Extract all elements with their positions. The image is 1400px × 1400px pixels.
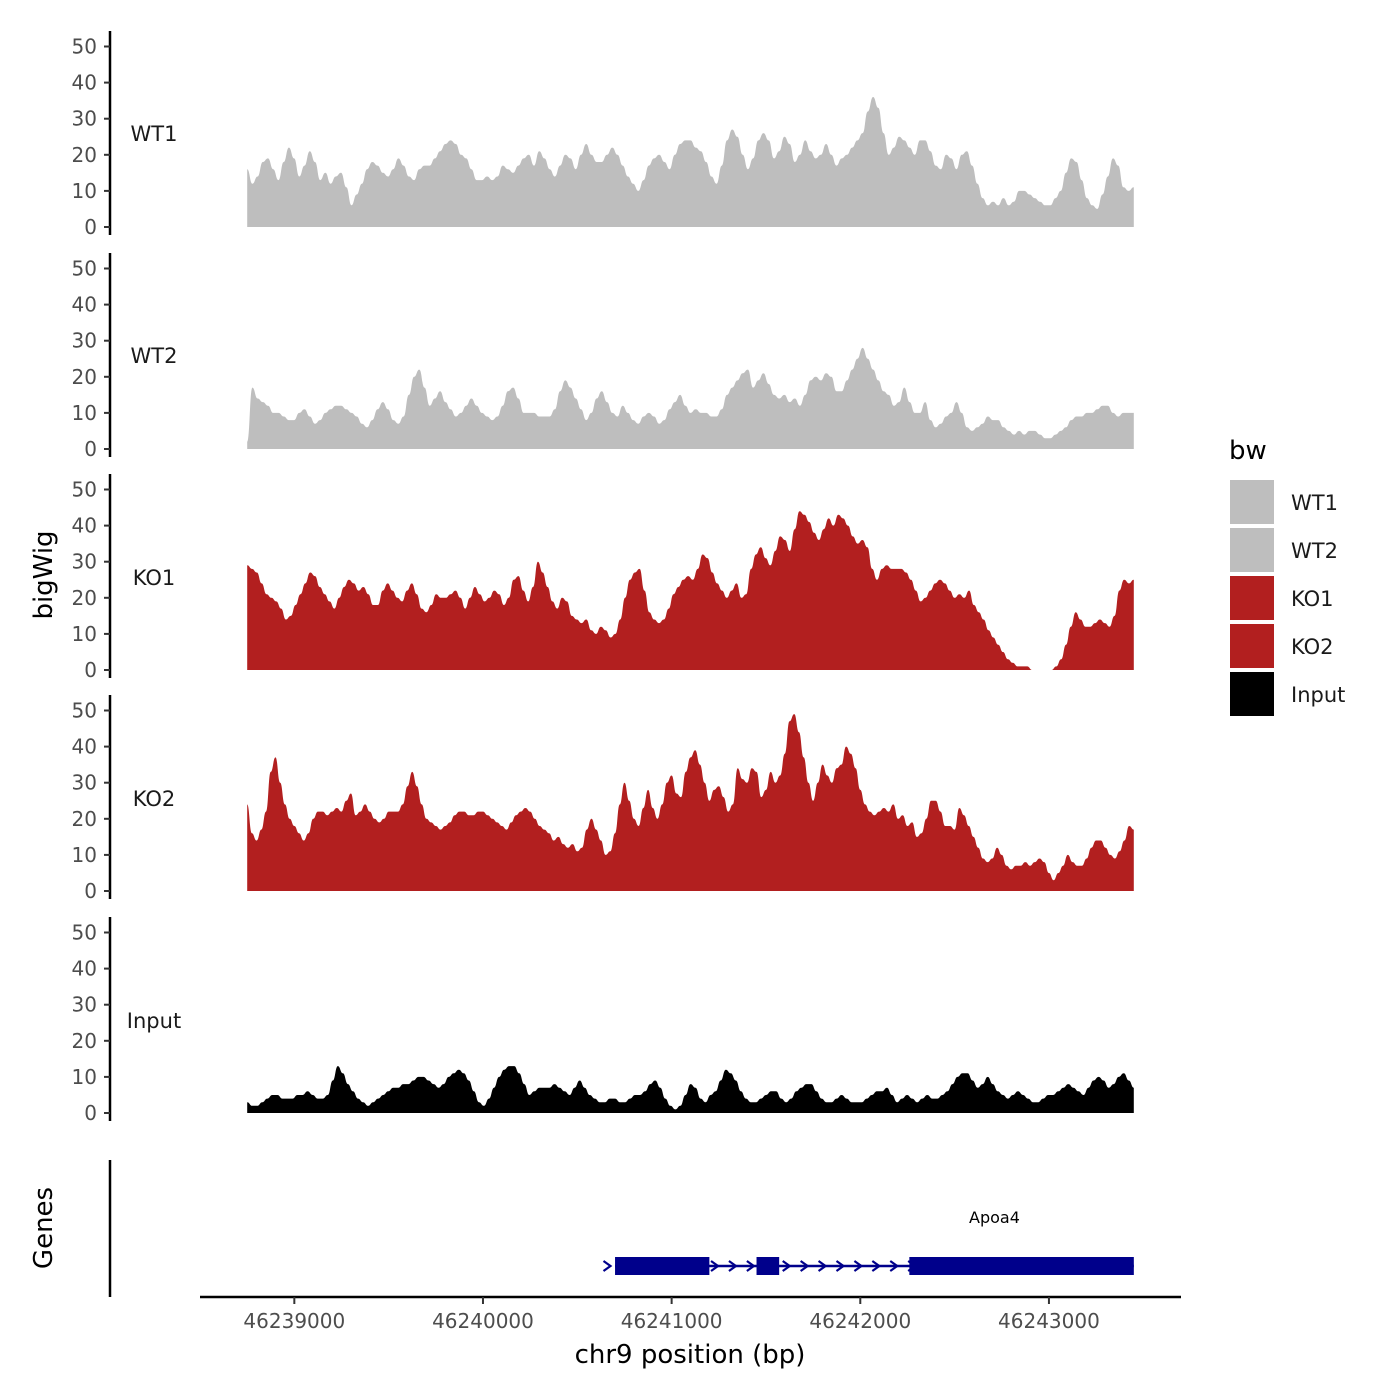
y-tick-label: 40 — [72, 71, 97, 95]
strand-chevron — [799, 1260, 810, 1272]
y-tick-label: 30 — [72, 107, 97, 131]
y-tick-label: 10 — [72, 1065, 97, 1089]
legend-label-ko2: KO2 — [1291, 635, 1334, 659]
x-tick-label: 46241000 — [621, 1309, 723, 1333]
strand-chevron — [871, 1260, 882, 1272]
y-tick-label: 10 — [72, 622, 97, 646]
y-tick-label: 0 — [84, 658, 97, 682]
y-tick-label: 10 — [72, 179, 97, 203]
y-tick-label: 20 — [72, 143, 97, 167]
track-wt2: 0 10 20 30 40 50 WT2 — [72, 253, 1134, 461]
strand-chevron — [835, 1260, 846, 1272]
y-tick-label: 30 — [72, 329, 97, 353]
y-tick-label: 50 — [72, 699, 97, 723]
track-label: Input — [127, 1009, 181, 1033]
track-label: WT2 — [131, 344, 178, 368]
x-tick-label: 46239000 — [243, 1309, 345, 1333]
track-label: KO1 — [133, 566, 176, 590]
area-ko1 — [247, 511, 1134, 670]
y-axis-title: bigWig — [29, 530, 59, 619]
strand-chevron — [782, 1260, 792, 1272]
legend-label-wt2: WT2 — [1291, 539, 1338, 563]
legend-swatch-input — [1230, 672, 1274, 716]
y-tick-label: 50 — [72, 921, 97, 945]
y-tick-label: 10 — [72, 843, 97, 867]
y-tick-label: 20 — [72, 586, 97, 610]
y-tick-label: 20 — [72, 807, 97, 831]
y-tick-label: 50 — [72, 478, 97, 502]
y-tick-label: 20 — [72, 1029, 97, 1053]
strand-chevron — [889, 1260, 900, 1272]
y-tick-label: 20 — [72, 365, 97, 389]
area-input — [247, 1066, 1134, 1113]
y-tick-label: 50 — [72, 35, 97, 59]
track-label: KO2 — [133, 787, 176, 811]
strand-chevron — [746, 1260, 756, 1272]
y-tick-label: 0 — [84, 437, 97, 461]
area-wt2 — [247, 347, 1134, 449]
y-tick-label: 40 — [72, 293, 97, 317]
legend-title: bw — [1229, 436, 1267, 466]
strand-chevron — [817, 1260, 828, 1272]
y-tick-label: 30 — [72, 550, 97, 574]
x-tick-label: 46240000 — [432, 1309, 534, 1333]
x-axis: 46239000 46240000 46241000 46242000 46243000 — [200, 1295, 1181, 1333]
x-tick-label: 46243000 — [998, 1309, 1100, 1333]
track-input: 0 10 20 30 40 50 Input — [72, 917, 1134, 1125]
gene-name-label: Apoa4 — [969, 1208, 1020, 1227]
y-tick-label: 0 — [84, 215, 97, 239]
gene-exon — [756, 1257, 780, 1275]
y-tick-label: 30 — [72, 771, 97, 795]
legend-label-wt1: WT1 — [1291, 491, 1338, 515]
y-tick-label: 40 — [72, 957, 97, 981]
area-wt1 — [247, 97, 1134, 227]
strand-chevron — [853, 1260, 864, 1272]
y-tick-label: 40 — [72, 514, 97, 538]
tracks-layer: 0 10 20 30 40 50 WT1 0 10 20 30 40 50 WT2 0 10 20 30 40 50 K… — [72, 31, 1134, 1125]
legend-swatch-ko1 — [1230, 576, 1274, 620]
y-tick-label: 40 — [72, 735, 97, 759]
legend-label-input: Input — [1291, 683, 1345, 707]
y-tick-label: 30 — [72, 993, 97, 1017]
legend-swatch-wt1 — [1230, 480, 1274, 524]
gene-exon — [909, 1257, 1134, 1275]
x-axis-title: chr9 position (bp) — [575, 1340, 806, 1370]
legend-swatch-wt2 — [1230, 528, 1274, 572]
track-ko1: 0 10 20 30 40 50 KO1 — [72, 474, 1134, 682]
area-ko2 — [247, 714, 1134, 891]
y-tick-label: 0 — [84, 1101, 97, 1125]
y-tick-label: 0 — [84, 879, 97, 903]
strand-chevron — [728, 1260, 738, 1272]
track-ko2: 0 10 20 30 40 50 KO2 — [72, 695, 1134, 903]
track-wt1: 0 10 20 30 40 50 WT1 — [72, 31, 1134, 239]
legend-swatch-ko2 — [1230, 624, 1274, 668]
y-tick-label: 50 — [72, 257, 97, 281]
legend-label-ko1: KO1 — [1291, 587, 1334, 611]
gene-track: Apoa4 — [108, 1160, 1134, 1297]
x-tick-label: 46242000 — [809, 1309, 911, 1333]
legend: bw WT1 WT2 KO1 KO2 Input — [1229, 436, 1345, 716]
track-label: WT1 — [131, 122, 178, 146]
genes-axis-title: Genes — [29, 1187, 59, 1269]
gene-exon — [615, 1257, 710, 1275]
strand-chevron — [710, 1260, 720, 1272]
y-tick-label: 10 — [72, 401, 97, 425]
strand-chevron — [602, 1260, 613, 1272]
